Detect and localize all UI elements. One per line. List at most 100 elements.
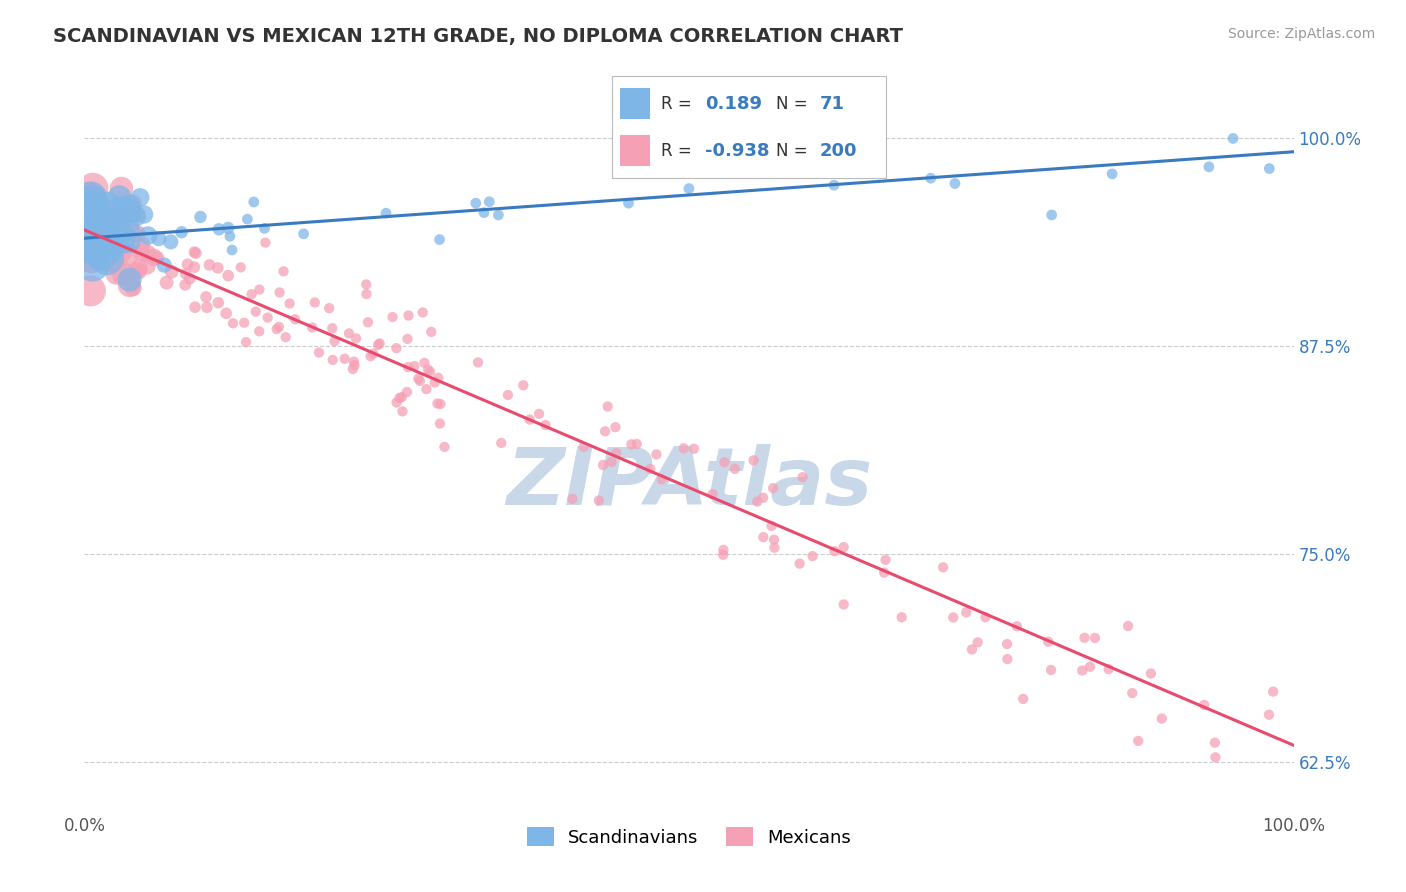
Point — [79, 215, 101, 229]
Point — [678, 181, 700, 195]
Point — [79, 202, 101, 216]
Point — [118, 234, 141, 248]
Point — [108, 202, 131, 216]
Point — [121, 196, 143, 211]
Point — [79, 238, 101, 252]
Point — [274, 330, 297, 344]
Point — [96, 212, 118, 227]
Point — [875, 553, 897, 567]
Point — [79, 243, 101, 257]
Point — [125, 210, 148, 224]
Point — [120, 204, 142, 219]
Point — [534, 418, 557, 433]
Point — [1084, 631, 1107, 645]
Point — [361, 346, 384, 360]
Point — [943, 177, 966, 191]
Point — [429, 397, 451, 411]
Point — [79, 204, 101, 219]
Point — [253, 221, 276, 235]
Point — [1038, 634, 1060, 648]
Point — [207, 295, 229, 310]
Point — [491, 436, 513, 450]
Point — [763, 541, 786, 555]
Point — [129, 244, 152, 259]
Point — [278, 296, 301, 310]
Point — [83, 200, 105, 214]
Point — [79, 220, 101, 235]
Point — [247, 324, 270, 338]
Point — [90, 245, 112, 260]
Point — [112, 223, 135, 237]
Point — [1005, 619, 1028, 633]
Point — [789, 557, 811, 571]
Point — [1101, 167, 1123, 181]
Point — [1222, 131, 1244, 145]
Point — [617, 196, 640, 211]
Point — [79, 216, 101, 230]
Point — [416, 362, 439, 376]
Point — [83, 216, 105, 230]
Point — [626, 437, 648, 451]
Point — [87, 233, 110, 247]
Point — [292, 227, 315, 241]
Point — [763, 533, 786, 547]
Point — [605, 420, 627, 434]
Point — [960, 642, 983, 657]
Point — [82, 216, 104, 230]
Point — [93, 248, 115, 262]
Point — [354, 277, 377, 292]
Point — [367, 338, 389, 352]
Point — [801, 549, 824, 563]
Point — [84, 228, 107, 243]
Point — [824, 544, 846, 558]
Point — [388, 391, 411, 405]
Point — [91, 219, 114, 234]
Point — [124, 265, 146, 279]
Point — [1012, 692, 1035, 706]
Point — [174, 277, 197, 292]
Point — [79, 284, 101, 298]
Point — [273, 264, 295, 278]
Point — [1198, 160, 1220, 174]
Point — [396, 332, 419, 346]
Point — [651, 472, 673, 486]
Point — [195, 290, 218, 304]
Point — [176, 257, 198, 271]
Point — [966, 635, 988, 649]
Point — [79, 250, 101, 264]
Point — [318, 301, 340, 315]
Point — [105, 266, 128, 280]
Point — [110, 244, 132, 259]
Point — [385, 341, 408, 355]
Point — [472, 205, 495, 219]
Point — [101, 232, 124, 246]
Point — [713, 455, 735, 469]
Point — [148, 232, 170, 246]
Point — [713, 543, 735, 558]
Point — [762, 481, 785, 495]
Point — [121, 204, 143, 219]
Point — [82, 227, 104, 241]
Point — [1204, 736, 1226, 750]
Point — [236, 212, 259, 227]
Point — [344, 331, 367, 345]
Point — [1140, 666, 1163, 681]
Point — [308, 345, 330, 359]
Point — [90, 223, 112, 237]
Point — [1071, 664, 1094, 678]
Point — [415, 382, 437, 396]
Point — [107, 231, 129, 245]
Text: N =: N = — [776, 142, 807, 160]
Point — [385, 395, 408, 409]
Point — [1040, 208, 1063, 222]
Text: R =: R = — [661, 142, 692, 160]
Point — [179, 271, 201, 285]
Point — [110, 225, 132, 239]
Point — [86, 240, 108, 254]
Point — [155, 276, 177, 290]
Point — [79, 244, 101, 259]
Point — [832, 598, 855, 612]
Point — [429, 417, 451, 431]
Point — [519, 412, 541, 426]
Point — [284, 312, 307, 326]
